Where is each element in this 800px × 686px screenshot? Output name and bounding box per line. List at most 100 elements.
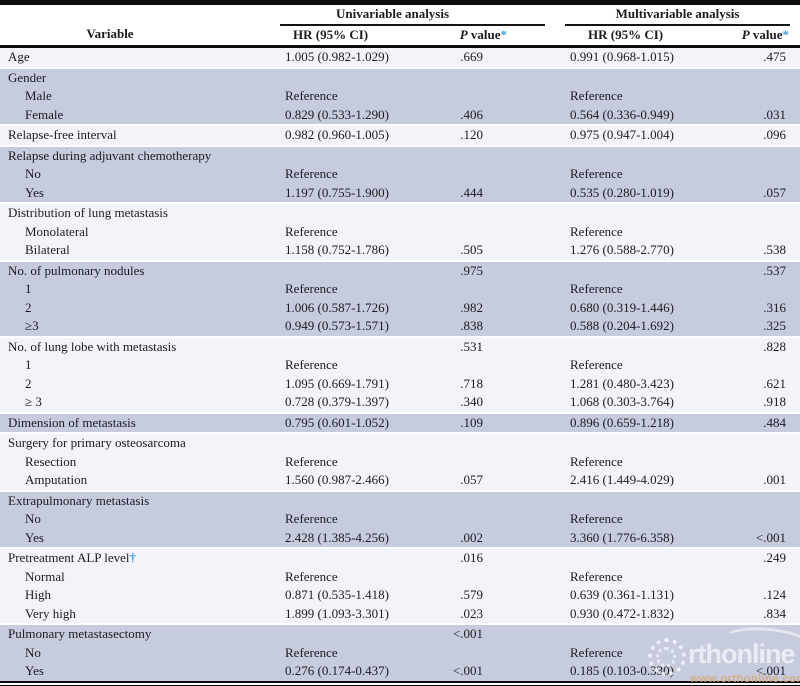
pad-cell — [790, 604, 800, 624]
p-univariable-cell — [450, 432, 546, 453]
table-row: No Reference Reference — [0, 165, 800, 184]
hr-univariable-cell: 0.871 (0.535-1.418) — [280, 586, 450, 605]
pad-cell — [790, 393, 800, 413]
table-row: 2 1.095 (0.669-1.791) .718 1.281 (0.480-3.4… — [0, 374, 800, 393]
p-multivariable-cell: .096 — [735, 124, 791, 146]
p-multivariable-cell — [735, 66, 791, 87]
dagger-footnote-marker: † — [129, 550, 137, 565]
hr-univariable-cell — [280, 202, 450, 223]
gap-cell — [545, 528, 566, 548]
hr-multivariable-cell: Reference — [565, 87, 736, 106]
variable-cell: ≥ 3 — [0, 393, 280, 413]
p-univariable-cell: <.001 — [450, 662, 546, 684]
sub-header-row: HR (95% CI) P value* HR (95% CI) P value… — [0, 25, 800, 48]
variable-cell: ≥3 — [0, 317, 280, 337]
gap-cell — [545, 623, 566, 644]
gap-cell — [545, 165, 566, 184]
gap-cell — [545, 335, 566, 356]
hr-multivariable-cell: 0.639 (0.361-1.131) — [565, 586, 736, 605]
table-row: Pretreatment ALP level† .016 .249 — [0, 547, 800, 568]
table-row: No. of lung lobe with metastasis .531 .828 — [0, 335, 800, 356]
group-header-multivariable: Multivariable analysis — [565, 2, 791, 26]
p-univariable-cell: .406 — [450, 105, 546, 125]
p-multivariable-cell: .621 — [735, 374, 791, 393]
column-header-p-univariable: P value* — [450, 25, 546, 48]
p-multivariable-cell: .537 — [735, 259, 791, 280]
table-row: Pulmonary metastasectomy <.001 — [0, 623, 800, 644]
variable-cell: Relapse-free interval — [0, 124, 280, 146]
hr-univariable-cell — [280, 335, 450, 356]
variable-cell: Distribution of lung metastasis — [0, 202, 280, 223]
pad-cell — [790, 335, 800, 356]
p-univariable-cell — [450, 144, 546, 165]
pad-cell — [790, 222, 800, 241]
hr-univariable-cell — [280, 259, 450, 280]
table-row: Age 1.005 (0.982-1.029) .669 0.991 (0.968-1… — [0, 46, 800, 68]
gap-cell — [545, 452, 566, 471]
hr-multivariable-cell: 0.896 (0.659-1.218) — [565, 411, 736, 433]
hr-univariable-cell: Reference — [280, 356, 450, 375]
table-row: High 0.871 (0.535-1.418) .579 0.639 (0.361-… — [0, 586, 800, 605]
hr-univariable-cell — [280, 66, 450, 87]
p-multivariable-cell: <.001 — [735, 662, 791, 684]
p-multivariable-cell — [735, 87, 791, 106]
p-multivariable-cell: .031 — [735, 105, 791, 125]
pad-cell — [790, 298, 800, 317]
p-multivariable-cell — [735, 432, 791, 453]
hr-multivariable-cell: 1.068 (0.303-3.764) — [565, 393, 736, 413]
gap-cell — [545, 393, 566, 413]
p-multivariable-cell — [735, 452, 791, 471]
p-univariable-cell — [450, 202, 546, 223]
hr-univariable-cell: 1.005 (0.982-1.029) — [280, 46, 450, 68]
p-univariable-cell — [450, 643, 546, 662]
table-row: Monolateral Reference Reference — [0, 222, 800, 241]
hr-univariable-cell: 1.095 (0.669-1.791) — [280, 374, 450, 393]
hr-multivariable-cell: Reference — [565, 643, 736, 662]
pad-cell — [790, 411, 800, 433]
variable-cell: Pretreatment ALP level† — [0, 547, 280, 568]
variable-cell: Extrapulmonary metastasis — [0, 489, 280, 510]
hr-univariable-cell: 0.795 (0.601-1.052) — [280, 411, 450, 433]
gap-cell — [545, 280, 566, 299]
table-row: Dimension of metastasis 0.795 (0.601-1.05… — [0, 411, 800, 433]
hr-multivariable-cell: 0.588 (0.204-1.692) — [565, 317, 736, 337]
column-header-hr-univariable: HR (95% CI) — [280, 25, 450, 48]
p-univariable-cell — [450, 165, 546, 184]
table-row: Normal Reference Reference — [0, 567, 800, 586]
p-univariable-cell: .975 — [450, 259, 546, 280]
pad-cell — [790, 46, 800, 68]
pad-cell — [790, 489, 800, 510]
hr-univariable-cell: Reference — [280, 643, 450, 662]
pad-cell — [790, 259, 800, 280]
variable-cell: Resection — [0, 452, 280, 471]
hr-multivariable-cell: 0.535 (0.280-1.019) — [565, 183, 736, 203]
gap-cell — [545, 317, 566, 337]
pad-cell — [790, 280, 800, 299]
hr-univariable-cell: 2.428 (1.385-4.256) — [280, 528, 450, 548]
table-row: No Reference Reference — [0, 643, 800, 662]
hr-univariable-cell: 1.197 (0.755-1.900) — [280, 183, 450, 203]
p-univariable-cell — [450, 510, 546, 529]
hr-univariable-cell: 0.829 (0.533-1.290) — [280, 105, 450, 125]
gap-cell — [545, 105, 566, 125]
hr-univariable-cell: 1.560 (0.987-2.466) — [280, 471, 450, 491]
hr-multivariable-cell: Reference — [565, 452, 736, 471]
gap-cell — [545, 66, 566, 87]
hr-multivariable-cell: 2.416 (1.449-4.029) — [565, 471, 736, 491]
variable-cell: Dimension of metastasis — [0, 411, 280, 433]
hr-univariable-cell: Reference — [280, 280, 450, 299]
variable-cell: Relapse during adjuvant chemotherapy — [0, 144, 280, 165]
gap-cell — [545, 662, 566, 684]
table-row: 1 Reference Reference — [0, 280, 800, 299]
gap-cell — [545, 604, 566, 624]
hr-multivariable-cell: 1.276 (0.588-2.770) — [565, 241, 736, 261]
hr-univariable-cell: 0.949 (0.573-1.571) — [280, 317, 450, 337]
hr-univariable-cell: 0.728 (0.379-1.397) — [280, 393, 450, 413]
gap-cell — [545, 222, 566, 241]
gap-cell — [545, 259, 566, 280]
hr-univariable-cell: Reference — [280, 452, 450, 471]
pad-cell — [790, 547, 800, 568]
pad-cell — [790, 105, 800, 125]
p-univariable-cell: .838 — [450, 317, 546, 337]
